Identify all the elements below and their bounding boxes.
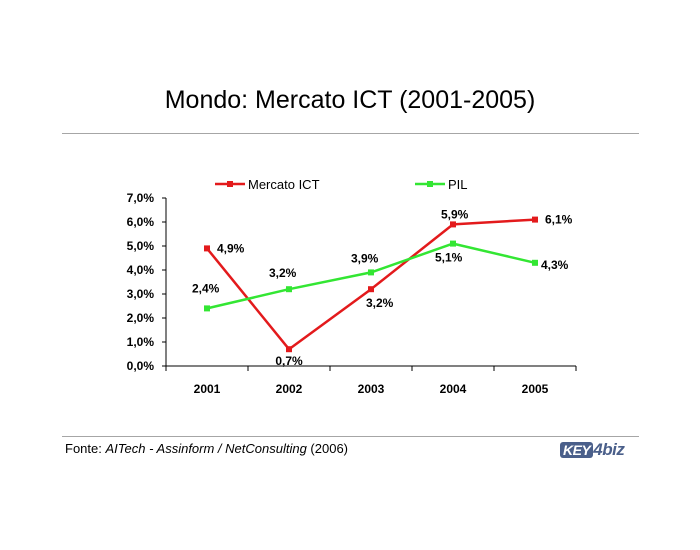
y-tick-label: 2,0%: [127, 311, 155, 325]
page-title: Mondo: Mercato ICT (2001-2005): [164, 86, 536, 114]
y-tick-label: 6,0%: [127, 215, 155, 229]
x-tick-label: 2005: [522, 382, 549, 396]
legend-swatch-marker: [227, 181, 233, 187]
source-year: (2006): [306, 441, 349, 456]
legend-label: Mercato ICT: [248, 177, 320, 192]
data-label: 2,4%: [192, 281, 220, 295]
series-line: [206, 218, 536, 351]
y-tick-label: 0,0%: [127, 359, 155, 373]
logo-part-key: KEY: [560, 442, 594, 458]
source-prefix: Fonte:: [65, 441, 106, 456]
data-point-marker: [204, 305, 210, 312]
data-label: 4,9%: [217, 241, 245, 255]
key4biz-logo: KEY 4biz: [560, 440, 625, 460]
data-point-marker: [450, 240, 456, 247]
logo-part-four: 4: [593, 440, 603, 459]
title-divider: [62, 133, 639, 134]
source-name: AITech - Assinform / NetConsulting: [105, 441, 307, 456]
data-point-marker: [450, 221, 456, 228]
x-tick-label: 2004: [440, 382, 467, 396]
data-point-marker: [368, 286, 374, 293]
logo-part-biz: biz: [602, 440, 625, 459]
y-tick-label: 7,0%: [127, 191, 155, 205]
footer-divider: [62, 436, 639, 437]
data-label: 3,2%: [366, 296, 394, 310]
data-label: 5,1%: [435, 251, 463, 265]
legend-label: PIL: [448, 177, 468, 192]
data-label: 0,7%: [275, 354, 303, 368]
legend-swatch-marker: [427, 181, 433, 187]
data-label: 3,9%: [351, 251, 379, 265]
data-point-marker: [204, 245, 210, 252]
source-note: Fonte: AITech - Assinform / NetConsultin…: [65, 441, 348, 456]
data-point-marker: [532, 259, 538, 266]
data-label: 6,1%: [545, 213, 573, 227]
data-label: 3,2%: [269, 266, 297, 280]
x-tick-label: 2002: [276, 382, 303, 396]
data-point-marker: [286, 346, 292, 353]
data-label: 4,3%: [541, 258, 569, 272]
y-tick-label: 5,0%: [127, 239, 155, 253]
x-tick-label: 2003: [358, 382, 385, 396]
x-tick-label: 2001: [194, 382, 221, 396]
data-point-marker: [532, 216, 538, 223]
data-label: 5,9%: [441, 207, 469, 221]
data-point-marker: [368, 269, 374, 276]
y-tick-label: 1,0%: [127, 335, 155, 349]
data-point-marker: [286, 286, 292, 293]
y-tick-label: 4,0%: [127, 263, 155, 277]
y-tick-label: 3,0%: [127, 287, 155, 301]
